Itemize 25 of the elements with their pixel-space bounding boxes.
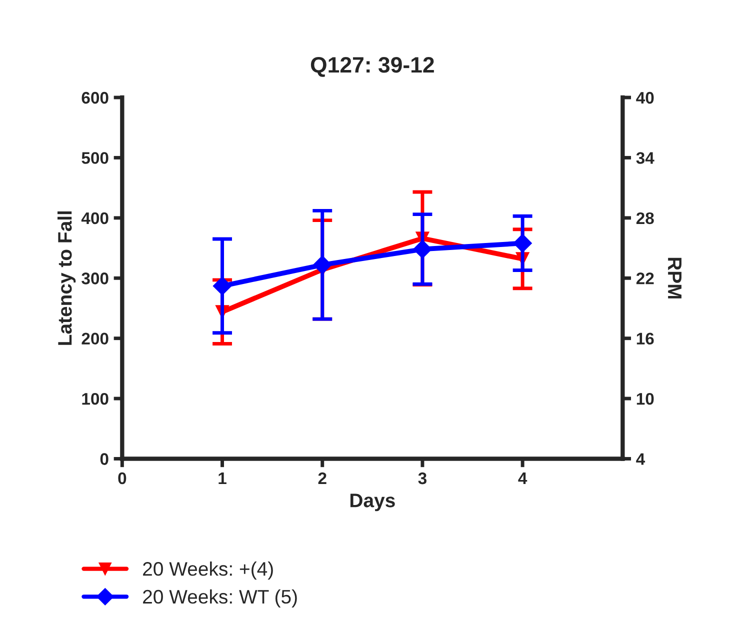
y2-tick-label: 10 bbox=[636, 392, 654, 405]
legend-label: 20 Weeks: WT (5) bbox=[143, 589, 297, 608]
y2-tick-label: 22 bbox=[636, 272, 654, 284]
x-axis-title: Days bbox=[350, 494, 395, 512]
y2-tick-label: 40 bbox=[636, 92, 654, 104]
x-tick-label: 4 bbox=[518, 472, 528, 484]
y-tick-label: 400 bbox=[81, 212, 108, 224]
y2-tick-label: 34 bbox=[636, 152, 654, 164]
y-tick-label: 100 bbox=[82, 392, 108, 405]
y-tick-label: 500 bbox=[82, 152, 108, 164]
x-tick-label: 3 bbox=[418, 472, 426, 484]
x-tick-label: 2 bbox=[318, 472, 326, 484]
y-tick-label: 0 bbox=[100, 453, 108, 465]
y2-tick-label: 16 bbox=[636, 332, 654, 345]
chart-title: Q127: 39-12 bbox=[310, 56, 434, 77]
y-tick-label: 600 bbox=[82, 92, 108, 104]
y2-axis-title: RPM bbox=[668, 258, 682, 298]
y-tick-label: 200 bbox=[82, 332, 108, 345]
x-tick-label: 1 bbox=[218, 472, 226, 484]
y2-tick-label: 28 bbox=[636, 212, 654, 224]
y2-tick-label: 4 bbox=[636, 453, 646, 465]
legend-label: 20 Weeks: +(4) bbox=[143, 562, 273, 580]
x-tick-label: 0 bbox=[118, 472, 126, 484]
y-axis-title: Latency to Fall bbox=[57, 211, 76, 345]
y-tick-label: 300 bbox=[82, 272, 108, 284]
